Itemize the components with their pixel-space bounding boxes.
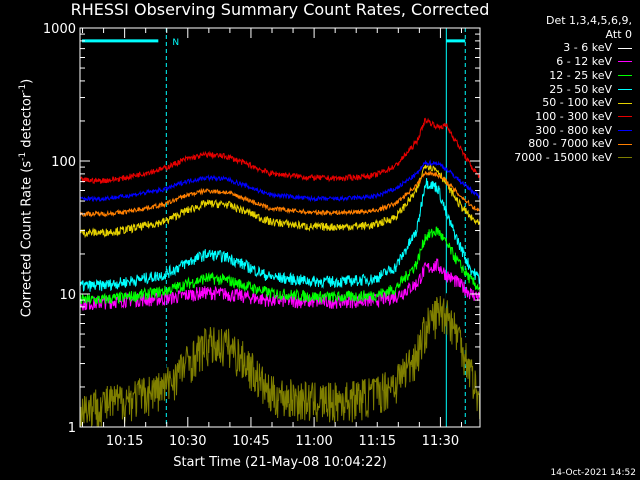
legend-swatch [618, 88, 632, 90]
legend-entry: 100 - 300 keV [482, 110, 638, 124]
y-tick-label: 100 [51, 155, 76, 170]
legend-entry: 800 - 7000 keV [482, 137, 638, 151]
night-bar-label: N [172, 38, 179, 48]
x-tick-label: 10:30 [169, 434, 206, 449]
y-tick-label: 10 [59, 288, 76, 303]
legend-label: 50 - 100 keV [542, 96, 612, 110]
legend-swatch [618, 129, 632, 131]
series-line [79, 226, 481, 306]
series-line [79, 117, 480, 185]
legend-swatch [618, 61, 632, 63]
series-line [79, 258, 481, 311]
legend-entry: 25 - 50 keV [482, 83, 638, 97]
x-tick-label: 10:45 [232, 434, 269, 449]
series-line [79, 171, 480, 218]
legend-entry: 300 - 800 keV [482, 124, 638, 138]
legend-label: 25 - 50 keV [549, 82, 612, 96]
x-axis-label: Start Time (21-May-08 10:04:22) [173, 455, 387, 470]
legend-entry: 7000 - 15000 keV [482, 151, 638, 165]
axes-frame [79, 27, 481, 428]
legend-header-line-2: Att 0 [605, 27, 632, 41]
legend-label: 6 - 12 keV [556, 55, 612, 69]
legend-entry: 3 - 6 keV [482, 41, 638, 55]
series-line [79, 159, 480, 203]
legend-swatch [618, 143, 632, 145]
y-tick-label: 1 [68, 421, 76, 436]
chart-title: RHESSI Observing Summary Count Rates, Co… [70, 0, 490, 19]
legend-swatch [618, 102, 632, 104]
legend-entry: 50 - 100 keV [482, 96, 638, 110]
legend-label: 100 - 300 keV [535, 109, 612, 123]
legend-swatch [618, 116, 632, 118]
legend-entry: 12 - 25 keV [482, 69, 638, 83]
legend-swatch [618, 157, 632, 159]
y-axis-label: Corrected Count Rate (s-1 detector-1) [18, 78, 35, 318]
x-tick-label: 11:30 [422, 434, 459, 449]
series-line [79, 295, 481, 428]
legend-swatch [618, 75, 632, 77]
legend-header-line-1: Det 1,3,4,5,6,9, [545, 14, 632, 27]
series-line [79, 163, 481, 239]
legend-label: 7000 - 15000 keV [514, 151, 612, 165]
legend-swatch [618, 47, 632, 49]
legend-label: 300 - 800 keV [535, 123, 612, 137]
footer-timestamp: 14-Oct-2021 14:52 [550, 468, 636, 478]
y-tick-label: 1000 [43, 22, 76, 37]
legend: Det 1,3,4,5,6,9, Att 0 3 - 6 keV 6 - 12 k… [482, 14, 638, 165]
legend-label: 12 - 25 keV [549, 68, 612, 82]
x-tick-label: 10:15 [106, 434, 143, 449]
legend-entry: 6 - 12 keV [482, 55, 638, 69]
legend-label: 800 - 7000 keV [528, 137, 612, 151]
x-tick-label: 11:15 [359, 434, 396, 449]
legend-label: 3 - 6 keV [563, 41, 612, 55]
x-tick-label: 11:00 [295, 434, 332, 449]
series-line [79, 177, 481, 292]
